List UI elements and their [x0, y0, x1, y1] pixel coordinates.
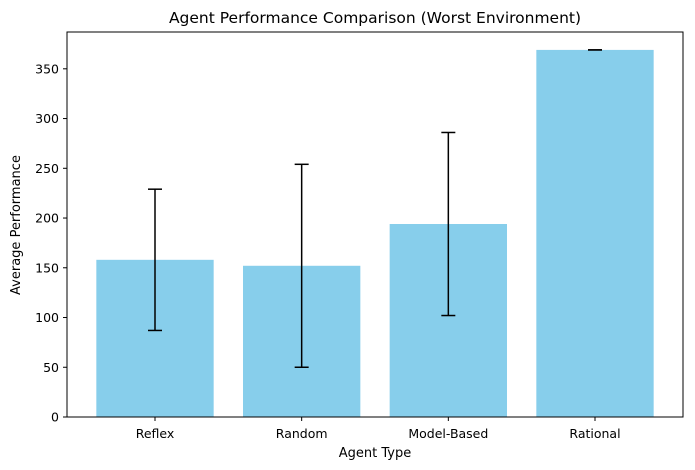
- y-tick-label: 0: [51, 410, 59, 425]
- y-tick-label: 250: [35, 161, 59, 176]
- y-tick-label: 150: [35, 260, 59, 275]
- x-axis-label: Agent Type: [339, 446, 411, 461]
- y-tick-label: 200: [35, 211, 59, 226]
- error-bar-model-based: [441, 131, 456, 317]
- x-tick-label: Rational: [569, 426, 620, 441]
- x-tick-label: Random: [276, 426, 328, 441]
- y-axis-label: Average Performance: [9, 155, 24, 295]
- plot-area: 0 50 100 150 200 250 300 350 Reflex Random Model-B…: [35, 31, 684, 441]
- chart-title: Agent Performance Comparison (Worst Envi…: [169, 9, 581, 27]
- y-tick-label: 50: [43, 360, 59, 375]
- axes-frame: [66, 31, 684, 418]
- y-tick-label: 300: [35, 111, 59, 126]
- y-tick-label: 350: [35, 61, 59, 76]
- y-tick-label: 100: [35, 310, 59, 325]
- x-tick-label: Reflex: [136, 426, 175, 441]
- x-tick-label: Model-Based: [408, 426, 488, 441]
- error-bar-random: [294, 163, 309, 369]
- error-bar-reflex: [148, 188, 162, 332]
- bar-rational: [536, 49, 654, 417]
